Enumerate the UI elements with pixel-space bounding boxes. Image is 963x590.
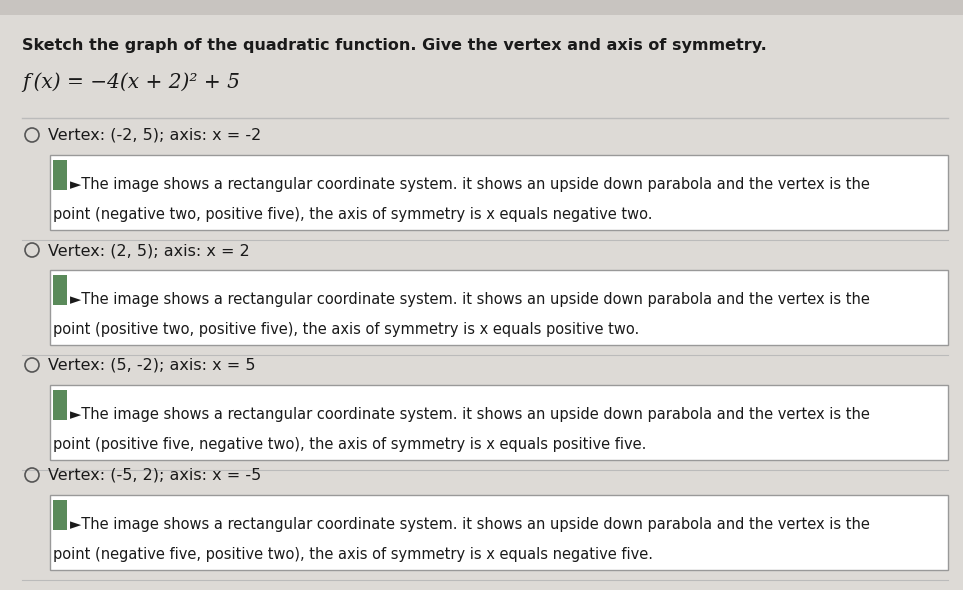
FancyBboxPatch shape (53, 160, 67, 190)
Text: point (negative two, positive five), the axis of symmetry is x equals negative t: point (negative two, positive five), the… (53, 207, 653, 222)
Text: point (negative five, positive two), the axis of symmetry is x equals negative f: point (negative five, positive two), the… (53, 547, 653, 562)
Text: Vertex: (-5, 2); axis: x = -5: Vertex: (-5, 2); axis: x = -5 (48, 468, 261, 483)
Text: ►The image shows a rectangular coordinate system. it shows an upside down parabo: ►The image shows a rectangular coordinat… (70, 292, 870, 307)
FancyBboxPatch shape (50, 155, 948, 230)
FancyBboxPatch shape (53, 275, 67, 305)
FancyBboxPatch shape (50, 270, 948, 345)
Text: Vertex: (-2, 5); axis: x = -2: Vertex: (-2, 5); axis: x = -2 (48, 128, 261, 143)
FancyBboxPatch shape (53, 500, 67, 530)
FancyBboxPatch shape (0, 0, 963, 15)
Text: point (positive two, positive five), the axis of symmetry is x equals positive t: point (positive two, positive five), the… (53, 322, 639, 337)
Text: f (x) = −4(x + 2)² + 5: f (x) = −4(x + 2)² + 5 (22, 72, 240, 91)
Text: Vertex: (5, -2); axis: x = 5: Vertex: (5, -2); axis: x = 5 (48, 358, 255, 373)
Text: point (positive five, negative two), the axis of symmetry is x equals positive f: point (positive five, negative two), the… (53, 437, 646, 452)
Text: ►The image shows a rectangular coordinate system. it shows an upside down parabo: ►The image shows a rectangular coordinat… (70, 517, 870, 532)
Text: ►The image shows a rectangular coordinate system. it shows an upside down parabo: ►The image shows a rectangular coordinat… (70, 177, 870, 192)
Text: ►The image shows a rectangular coordinate system. it shows an upside down parabo: ►The image shows a rectangular coordinat… (70, 407, 870, 422)
FancyBboxPatch shape (50, 495, 948, 570)
Text: Sketch the graph of the quadratic function. Give the vertex and axis of symmetry: Sketch the graph of the quadratic functi… (22, 38, 767, 53)
FancyBboxPatch shape (53, 390, 67, 420)
FancyBboxPatch shape (50, 385, 948, 460)
Text: Vertex: (2, 5); axis: x = 2: Vertex: (2, 5); axis: x = 2 (48, 243, 249, 258)
